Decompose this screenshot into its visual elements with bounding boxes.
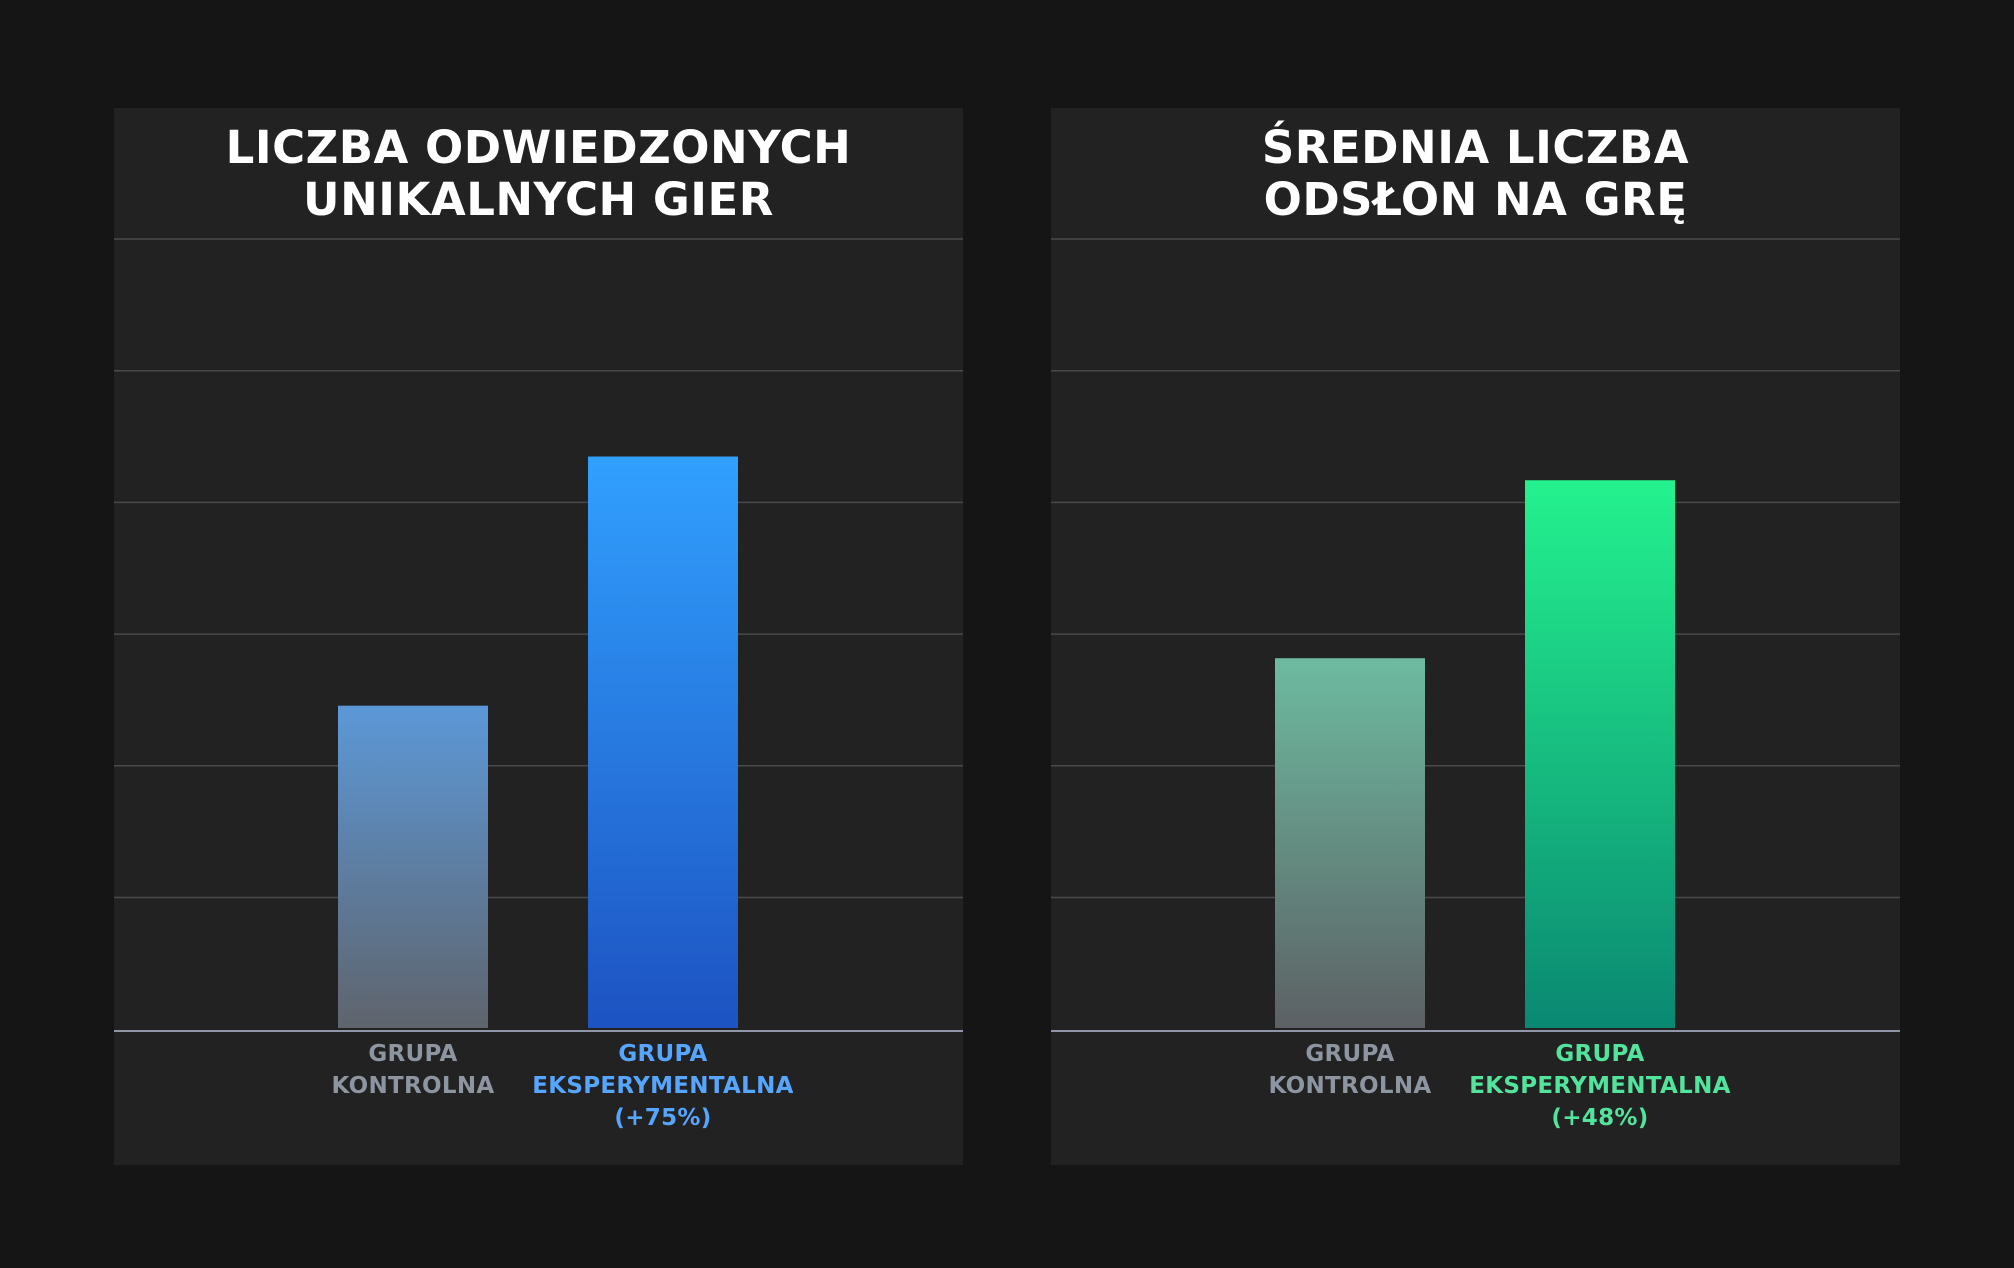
- category-label-line: GRUPA: [1305, 1041, 1395, 1067]
- bar-experimental-group: [1525, 480, 1675, 1028]
- category-label-line: KONTROLNA: [331, 1073, 495, 1099]
- chart-title-line-2: UNIKALNYCH GIER: [303, 173, 774, 226]
- category-label-line: EKSPERYMENTALNA: [1469, 1073, 1731, 1099]
- bar-control-group: [1275, 658, 1425, 1028]
- chart-title-line-1: LICZBA ODWIEDZONYCH: [225, 121, 852, 174]
- category-label-control: GRUPA KONTROLNA: [263, 1038, 563, 1102]
- bar-chart-plot: [1051, 238, 1900, 1032]
- bar-chart-plot: [114, 238, 963, 1032]
- category-label-line: EKSPERYMENTALNA: [532, 1073, 794, 1099]
- chart-title-line-2: ODSŁON NA GRĘ: [1263, 173, 1688, 226]
- category-label-line: (+75%): [614, 1105, 712, 1131]
- bar-control-group: [338, 705, 488, 1028]
- category-label-line: (+48%): [1551, 1105, 1649, 1131]
- chart-title: LICZBA ODWIEDZONYCH UNIKALNYCH GIER: [114, 122, 963, 226]
- category-label-experimental: GRUPA EKSPERYMENTALNA (+75%): [513, 1038, 813, 1134]
- category-label-line: GRUPA: [368, 1041, 458, 1067]
- chart-title: ŚREDNIA LICZBA ODSŁON NA GRĘ: [1051, 122, 1900, 226]
- chart-panel-views-per-game: ŚREDNIA LICZBA ODSŁON NA GRĘ GRUPA KONTR…: [1051, 108, 1900, 1165]
- chart-panel-unique-games: LICZBA ODWIEDZONYCH UNIKALNYCH GIER GRUP…: [114, 108, 963, 1165]
- bar-experimental-group: [588, 456, 738, 1028]
- category-label-control: GRUPA KONTROLNA: [1200, 1038, 1500, 1102]
- category-label-experimental: GRUPA EKSPERYMENTALNA (+48%): [1450, 1038, 1750, 1134]
- category-label-line: KONTROLNA: [1268, 1073, 1432, 1099]
- category-label-line: GRUPA: [1555, 1041, 1645, 1067]
- category-label-line: GRUPA: [618, 1041, 708, 1067]
- chart-title-line-1: ŚREDNIA LICZBA: [1261, 121, 1690, 174]
